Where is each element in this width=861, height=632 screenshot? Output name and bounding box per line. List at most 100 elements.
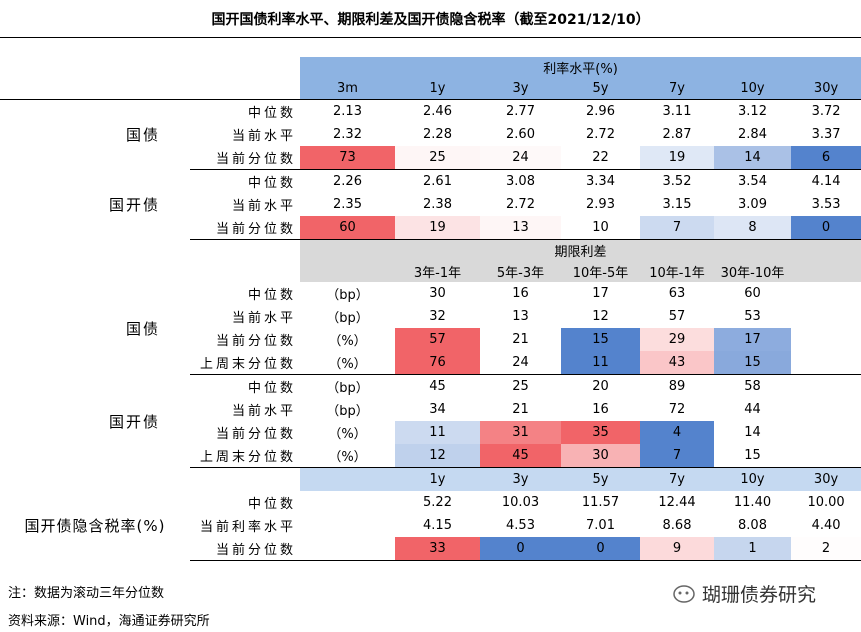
cell: 2.96 bbox=[586, 104, 615, 119]
cell: 24 bbox=[480, 351, 561, 375]
cell: 2.61 bbox=[395, 169, 480, 193]
cell: 19 bbox=[640, 146, 714, 170]
cell: 30 bbox=[429, 286, 446, 301]
cell: 45 bbox=[395, 374, 480, 398]
unit: （%） bbox=[328, 427, 367, 442]
blank bbox=[791, 398, 861, 421]
cell: 9 bbox=[640, 537, 714, 561]
cell: 6 bbox=[791, 146, 861, 170]
group-label: 国开债隐含税率(%) bbox=[24, 517, 166, 536]
column-header: 7y bbox=[640, 467, 714, 491]
cell: 15 bbox=[714, 444, 791, 468]
row: 当前利率水平 4.15 4.53 7.01 8.68 8.08 4.40 bbox=[0, 514, 861, 537]
row: 3m 1y 3y 5y 7y 10y 30y bbox=[0, 78, 861, 100]
cell: 73 bbox=[300, 146, 395, 170]
cell: 2.72 bbox=[506, 197, 535, 212]
cell: 3.11 bbox=[662, 104, 692, 119]
data-table: 国开国债利率水平、期限利差及国开债隐含税率（截至2021/12/10） 利率水平… bbox=[0, 0, 861, 561]
unit: （bp） bbox=[326, 311, 369, 326]
row-label: 当前水平 bbox=[231, 199, 296, 214]
cell: 2.77 bbox=[506, 104, 535, 119]
cell: 13 bbox=[512, 309, 529, 324]
row-label: 当前利率水平 bbox=[199, 520, 296, 535]
unit: （%） bbox=[328, 357, 367, 372]
column-header: 10年-5年 bbox=[561, 261, 640, 282]
cell: 35 bbox=[561, 421, 640, 444]
blank bbox=[0, 240, 300, 262]
cell: 14 bbox=[714, 146, 791, 170]
row: 当前分位数 （%） 11 31 35 4 14 bbox=[0, 421, 861, 444]
row: 国开债 中位数 2.26 2.61 3.08 3.34 3.52 3.54 4.14 bbox=[0, 169, 861, 214]
column-header: 7y bbox=[640, 78, 714, 100]
cell: 2.26 bbox=[300, 169, 395, 193]
column-header: 30y bbox=[791, 467, 861, 491]
cell: 20 bbox=[561, 374, 640, 398]
column-header: 3年-1年 bbox=[395, 261, 480, 282]
cell: 3.34 bbox=[561, 169, 640, 193]
cell: 4 bbox=[640, 421, 714, 444]
blank bbox=[300, 537, 395, 561]
row: 上周末分位数 （%） 12 45 30 7 15 bbox=[0, 444, 861, 468]
blank bbox=[791, 421, 861, 444]
cell: 60 bbox=[744, 286, 761, 301]
cell: 12 bbox=[592, 309, 609, 324]
cell: 2.38 bbox=[423, 197, 452, 212]
source: 资料来源：Wind，海通证券研究所 bbox=[8, 614, 210, 629]
row: 当前分位数 （%） 57 21 15 29 17 bbox=[0, 328, 861, 351]
cell: 7.01 bbox=[586, 518, 615, 533]
row-label: 当前分位数 bbox=[215, 427, 296, 442]
cell: 4.53 bbox=[506, 518, 535, 533]
unit: （bp） bbox=[300, 374, 395, 398]
cell: 3.37 bbox=[811, 127, 841, 142]
cell: 10.03 bbox=[501, 495, 540, 510]
cell: 3.15 bbox=[662, 197, 692, 212]
cell: 25 bbox=[480, 374, 561, 398]
cell: 13 bbox=[480, 216, 561, 240]
blank bbox=[0, 57, 300, 78]
cell: 17 bbox=[592, 286, 609, 301]
column-header: 5y bbox=[561, 78, 640, 100]
cell: 29 bbox=[640, 328, 714, 351]
cell: 58 bbox=[714, 374, 791, 398]
cell: 10.00 bbox=[807, 495, 845, 510]
column-header: 3y bbox=[480, 78, 561, 100]
cell: 2.28 bbox=[423, 127, 452, 142]
cell: 3.52 bbox=[640, 169, 714, 193]
column-header: 10y bbox=[714, 467, 791, 491]
blank bbox=[0, 78, 300, 100]
cell: 17 bbox=[714, 328, 791, 351]
row-label: 当前水平 bbox=[231, 311, 296, 326]
group-label: 国债 bbox=[125, 126, 160, 145]
cell: 7 bbox=[640, 216, 714, 240]
cell: 30 bbox=[561, 444, 640, 468]
cell: 21 bbox=[480, 328, 561, 351]
column-header: 1y bbox=[395, 78, 480, 100]
blank bbox=[791, 444, 861, 468]
row-label: 当前水平 bbox=[231, 404, 296, 419]
cell: 21 bbox=[512, 402, 529, 417]
row: 国开债 中位数 （bp） 45 25 20 89 58 bbox=[0, 374, 861, 431]
row-label: 中位数 bbox=[190, 169, 300, 193]
cell: 11.57 bbox=[581, 495, 620, 510]
cell: 3.72 bbox=[811, 104, 841, 119]
row: 当前分位数 33 0 0 9 1 2 bbox=[0, 537, 861, 561]
cell: 33 bbox=[395, 537, 480, 561]
row-label: 中位数 bbox=[190, 374, 300, 398]
cell: 2.72 bbox=[586, 127, 615, 142]
cell: 4.14 bbox=[791, 169, 861, 193]
blank bbox=[0, 468, 300, 492]
cell: 2 bbox=[791, 537, 861, 561]
column-header: 1y bbox=[395, 467, 480, 491]
cell: 44 bbox=[744, 402, 761, 417]
row-label: 上周末分位数 bbox=[199, 357, 296, 372]
spacer bbox=[0, 38, 861, 58]
cell: 63 bbox=[668, 286, 686, 301]
row-label: 当前分位数 bbox=[215, 152, 296, 167]
column-header: 3m bbox=[300, 78, 395, 100]
blank bbox=[300, 514, 395, 537]
column-header: 10y bbox=[714, 78, 791, 100]
row: 1y 3y 5y 7y 10y 30y bbox=[0, 467, 861, 492]
cell: 8 bbox=[714, 216, 791, 240]
cell: 19 bbox=[395, 216, 480, 240]
